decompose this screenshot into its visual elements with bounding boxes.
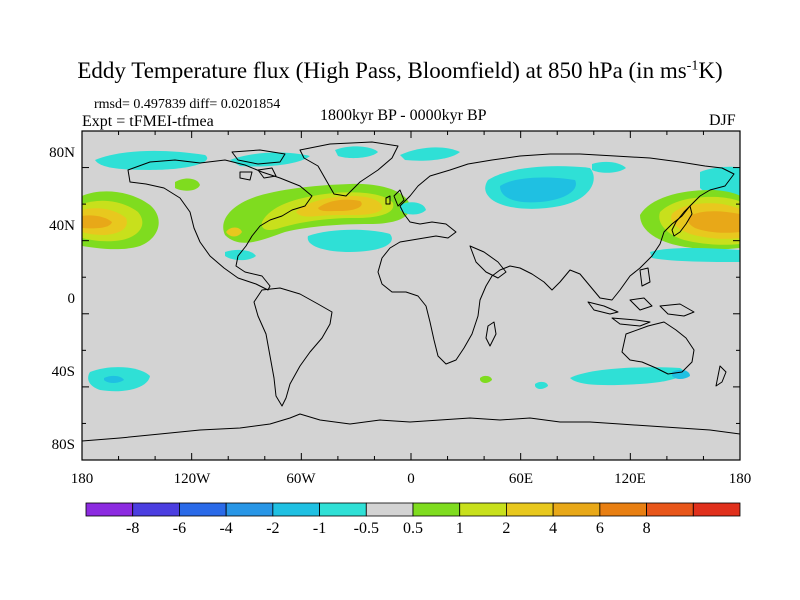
coastline-indonesia — [587, 267, 695, 327]
season-label: DJF — [709, 112, 736, 129]
colorbar-label: 0.5 — [403, 520, 423, 537]
colorbar-swatch — [365, 502, 414, 517]
colorbar-swatch — [599, 502, 647, 517]
colorbar-swatch — [506, 502, 554, 517]
colorbar-label: 1 — [456, 520, 464, 537]
colorbar-label: -2 — [266, 520, 279, 537]
coastline-north-america — [127, 159, 313, 291]
lon-tick-label: 120E — [614, 471, 646, 487]
coastline-south-america — [253, 287, 333, 407]
lat-axis: 80N 40N 0 40S 80S — [49, 145, 75, 453]
anomaly-region — [226, 227, 242, 237]
chart-title: Eddy Temperature flux (High Pass, Bloomf… — [77, 58, 723, 83]
colorbar-swatch — [459, 502, 507, 517]
anomaly-region — [480, 375, 492, 383]
axis-ticks — [81, 130, 741, 461]
anomaly-region — [672, 369, 690, 379]
anomaly-region — [82, 215, 112, 229]
lon-tick-label: 180 — [71, 471, 94, 487]
coastlines — [82, 141, 740, 442]
anomaly-region — [592, 161, 626, 173]
colorbar-swatch — [85, 502, 134, 517]
lon-tick-label: 60E — [509, 471, 533, 487]
colorbar-swatch — [552, 502, 601, 517]
colorbar-label: 4 — [549, 520, 557, 537]
anomaly-region — [687, 211, 740, 233]
coastline-australia — [621, 321, 695, 375]
lat-tick-label: 80S — [52, 437, 75, 453]
anomaly-region — [104, 375, 124, 383]
lat-tick-label: 0 — [68, 291, 76, 307]
lat-tick-label: 40S — [52, 364, 75, 380]
coastline-new-zealand — [715, 365, 727, 387]
lon-tick-label: 0 — [407, 471, 415, 487]
colorbar-label: -8 — [126, 520, 139, 537]
coastline-antarctica — [82, 413, 740, 442]
colorbar-label: -6 — [173, 520, 186, 537]
anomaly-region — [400, 147, 460, 161]
coastline-arabia — [469, 245, 507, 279]
anomaly-contours — [82, 146, 740, 392]
lon-tick-label: 180 — [729, 471, 752, 487]
anomaly-region — [225, 249, 256, 261]
coastline-eurasia-africa — [377, 153, 735, 365]
colorbar-label: -4 — [219, 520, 232, 537]
lat-tick-label: 80N — [49, 145, 75, 161]
colorbar-label: 2 — [502, 520, 510, 537]
colorbar-swatch — [646, 502, 694, 517]
colorbar: -8 -6 -4 -2 -1 -0.5 0.5 1 2 4 6 8 — [85, 502, 741, 537]
coastline-greenland — [299, 141, 399, 197]
coastline-madagascar — [485, 321, 497, 347]
anomaly-region — [650, 248, 740, 262]
anomaly-region — [95, 150, 208, 170]
colorbar-swatch — [225, 502, 274, 517]
experiment-label: Expt = tFMEI-tfmea — [82, 113, 214, 130]
colorbar-swatch — [179, 502, 227, 517]
coastline-arctic-islands — [231, 149, 286, 181]
lon-tick-label: 60W — [286, 471, 316, 487]
anomaly-region — [318, 199, 362, 212]
colorbar-swatch — [319, 502, 367, 517]
coastline-japan — [671, 205, 693, 237]
anomaly-region — [230, 152, 310, 167]
colorbar-label: 8 — [643, 520, 651, 537]
colorbar-swatch — [412, 502, 461, 517]
lon-tick-label: 120W — [174, 471, 212, 487]
colorbar-label: -1 — [313, 520, 326, 537]
lat-tick-label: 40N — [49, 218, 75, 234]
colorbar-label: -0.5 — [354, 520, 379, 537]
colorbar-swatch — [272, 502, 320, 517]
anomaly-region — [500, 177, 576, 203]
period-label: 1800kyr BP - 0000kyr BP — [320, 107, 487, 124]
anomaly-region — [535, 381, 548, 389]
anomaly-region — [400, 202, 426, 215]
anomaly-region — [570, 367, 684, 386]
stats-text: rmsd= 0.497839 diff= 0.0201854 — [94, 97, 281, 112]
lon-axis: 180 120W 60W 0 60E 120E 180 — [71, 471, 752, 487]
coastline-british-isles — [385, 189, 405, 207]
anomaly-region — [335, 146, 378, 159]
anomaly-region — [307, 229, 392, 252]
colorbar-label: 6 — [596, 520, 604, 537]
anomaly-region — [175, 178, 200, 191]
colorbar-swatch — [132, 502, 180, 517]
colorbar-swatch — [692, 502, 741, 517]
